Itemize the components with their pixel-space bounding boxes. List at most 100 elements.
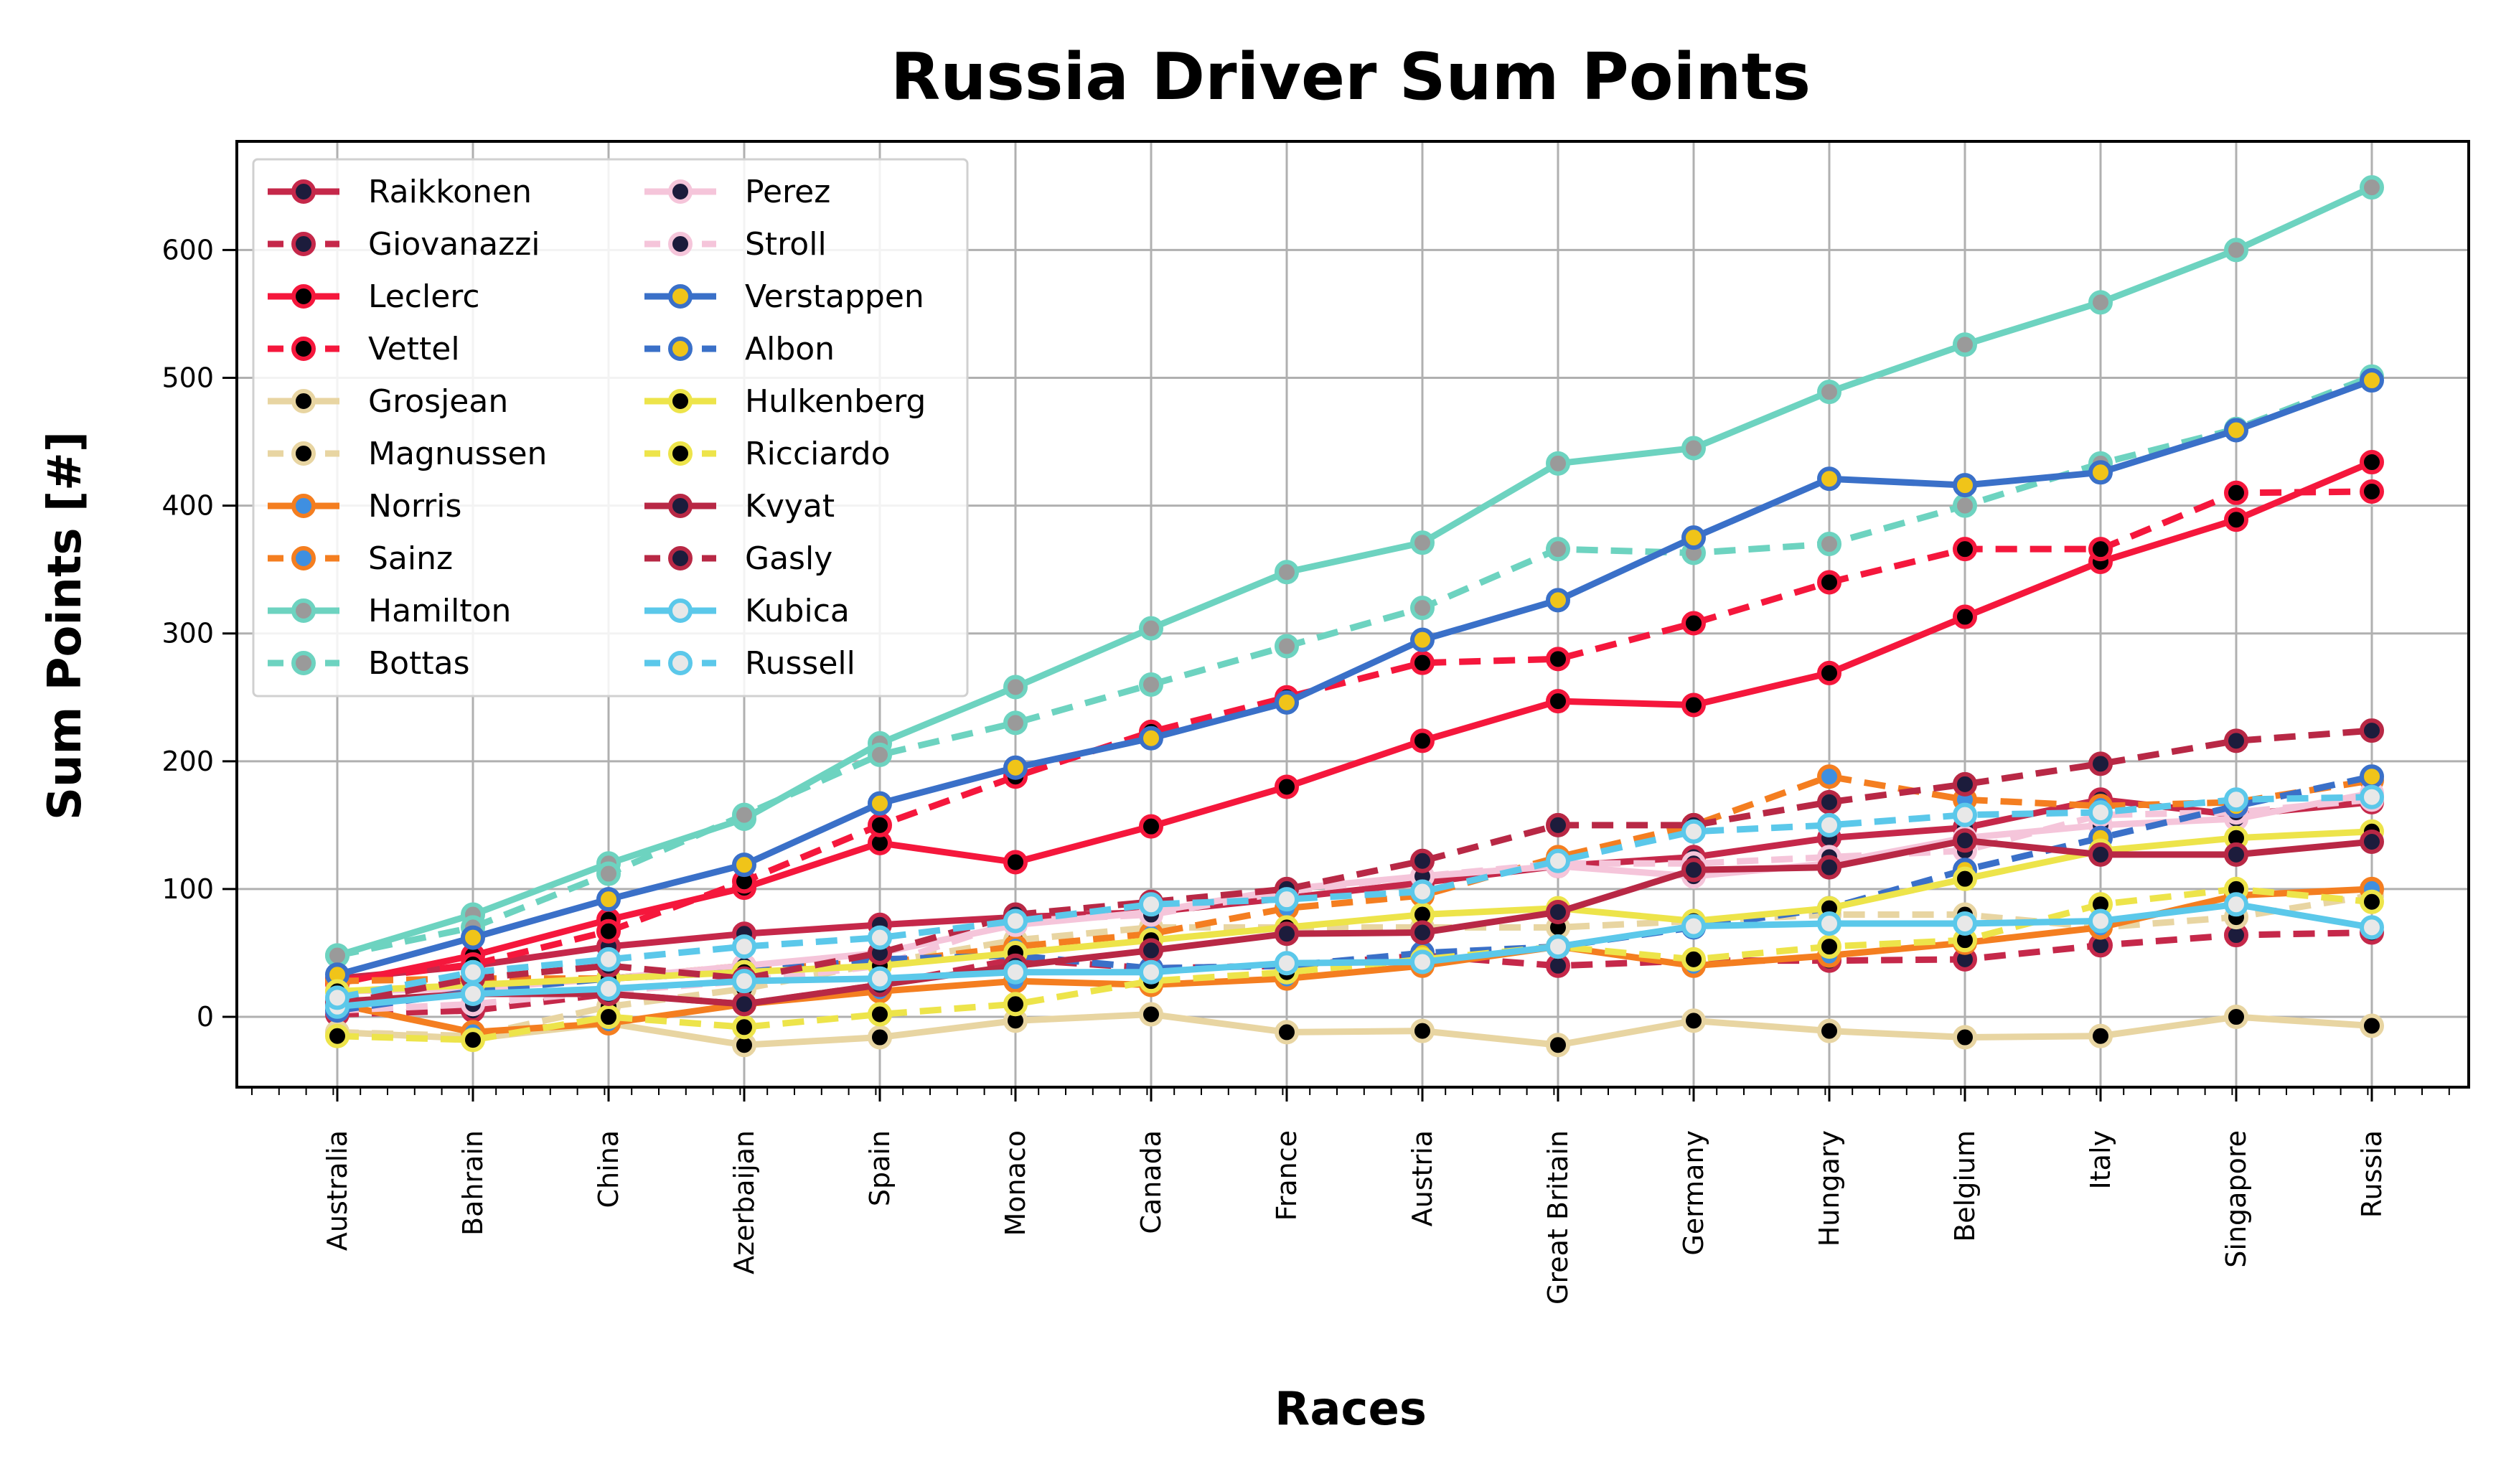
data-point [732,934,756,959]
data-point [1139,959,1163,985]
data-point [868,966,892,991]
data-point [1410,650,1435,675]
data-point [1410,728,1435,753]
data-point [1681,1008,1706,1033]
legend-swatch-marker [668,284,693,309]
data-point [1817,764,1841,789]
legend-item: Sainz [268,540,453,577]
data-point [868,812,892,837]
legend-swatch-marker [291,598,316,623]
data-point [1953,802,1977,827]
legend-swatch-marker [668,651,693,675]
legend-label: Hamilton [368,593,511,629]
data-point [1410,920,1435,945]
data-point [732,853,756,878]
y-tick-label: 500 [161,362,214,394]
data-point [1546,1033,1570,1058]
x-tick-label: Russia [2356,1130,2388,1218]
legend-swatch-marker [668,441,693,466]
legend-swatch-marker [668,337,693,361]
legend-item: Hulkenberg [644,383,926,420]
legend-label: Raikkonen [368,174,532,210]
legend-swatch-marker [291,389,316,413]
data-point [2224,1005,2248,1030]
data-point [2088,800,2113,825]
legend-swatch-marker [668,232,693,256]
data-point [596,887,621,912]
data-point [1139,1002,1163,1027]
legend-swatch-marker [668,179,693,204]
data-point [1546,451,1570,476]
data-point [1139,672,1163,697]
data-point [1817,570,1841,595]
legend-label: Norris [368,488,461,525]
legend-label: Kubica [745,593,850,629]
series-line [337,794,2373,1001]
x-tick-label: Germany [1678,1130,1709,1256]
data-point [1681,819,1706,844]
y-tick-label: 400 [161,490,214,522]
legend-label: Perez [745,174,830,210]
data-point [1681,525,1706,550]
data-point [1275,560,1299,585]
data-point [1681,947,1706,972]
series-line [337,837,2373,1008]
data-point [1953,604,1977,629]
data-point [2360,889,2384,914]
series-line [337,929,2373,1018]
data-point [2088,537,2113,562]
data-point [2088,842,2113,867]
series-line [337,373,2373,959]
legend-label: Sainz [368,540,453,577]
data-point [868,1025,892,1050]
legend-item: Russell [644,645,855,682]
data-point [1003,959,1028,985]
data-point [1003,850,1028,875]
data-point [868,791,892,816]
data-point [1681,436,1706,461]
data-point [1817,660,1841,685]
data-point [2088,460,2113,485]
data-point [1953,828,1977,853]
legend-item: Vettel [268,331,460,367]
data-point [1953,537,1977,562]
data-point [2224,480,2248,505]
data-point [1953,911,1977,936]
y-tick-label: 200 [161,746,214,777]
data-point [461,959,485,985]
data-point [732,992,756,1017]
x-tick-label: Australia [322,1130,353,1251]
data-point [2360,764,2384,789]
series-line [337,901,2373,1010]
data-point [461,981,485,1006]
data-point [732,802,756,827]
data-point [2224,507,2248,532]
legend-item: Giovanazzi [268,226,540,263]
legend-label: Verstappen [745,278,924,315]
legend-label: Gasly [745,540,832,577]
data-point [1953,493,1977,518]
series-russell [325,784,2384,1010]
data-point [1681,858,1706,883]
data-point [1410,879,1435,904]
data-point [2360,479,2384,504]
legend-label: Stroll [745,226,827,263]
legend-label: Leclerc [368,278,480,315]
legend-label: Magnussen [368,436,547,472]
data-point [1410,530,1435,555]
data-point [325,1023,349,1048]
legend-label: Hulkenberg [745,383,926,420]
data-point [1275,951,1299,976]
data-point [2224,728,2248,753]
data-point [2360,718,2384,743]
series-lines [325,175,2384,1058]
data-point [1681,914,1706,939]
data-point [1817,812,1841,837]
data-point [1546,689,1570,714]
data-point [2360,175,2384,200]
data-point [1410,1018,1435,1043]
data-point [1546,934,1570,959]
data-point [1817,789,1841,814]
